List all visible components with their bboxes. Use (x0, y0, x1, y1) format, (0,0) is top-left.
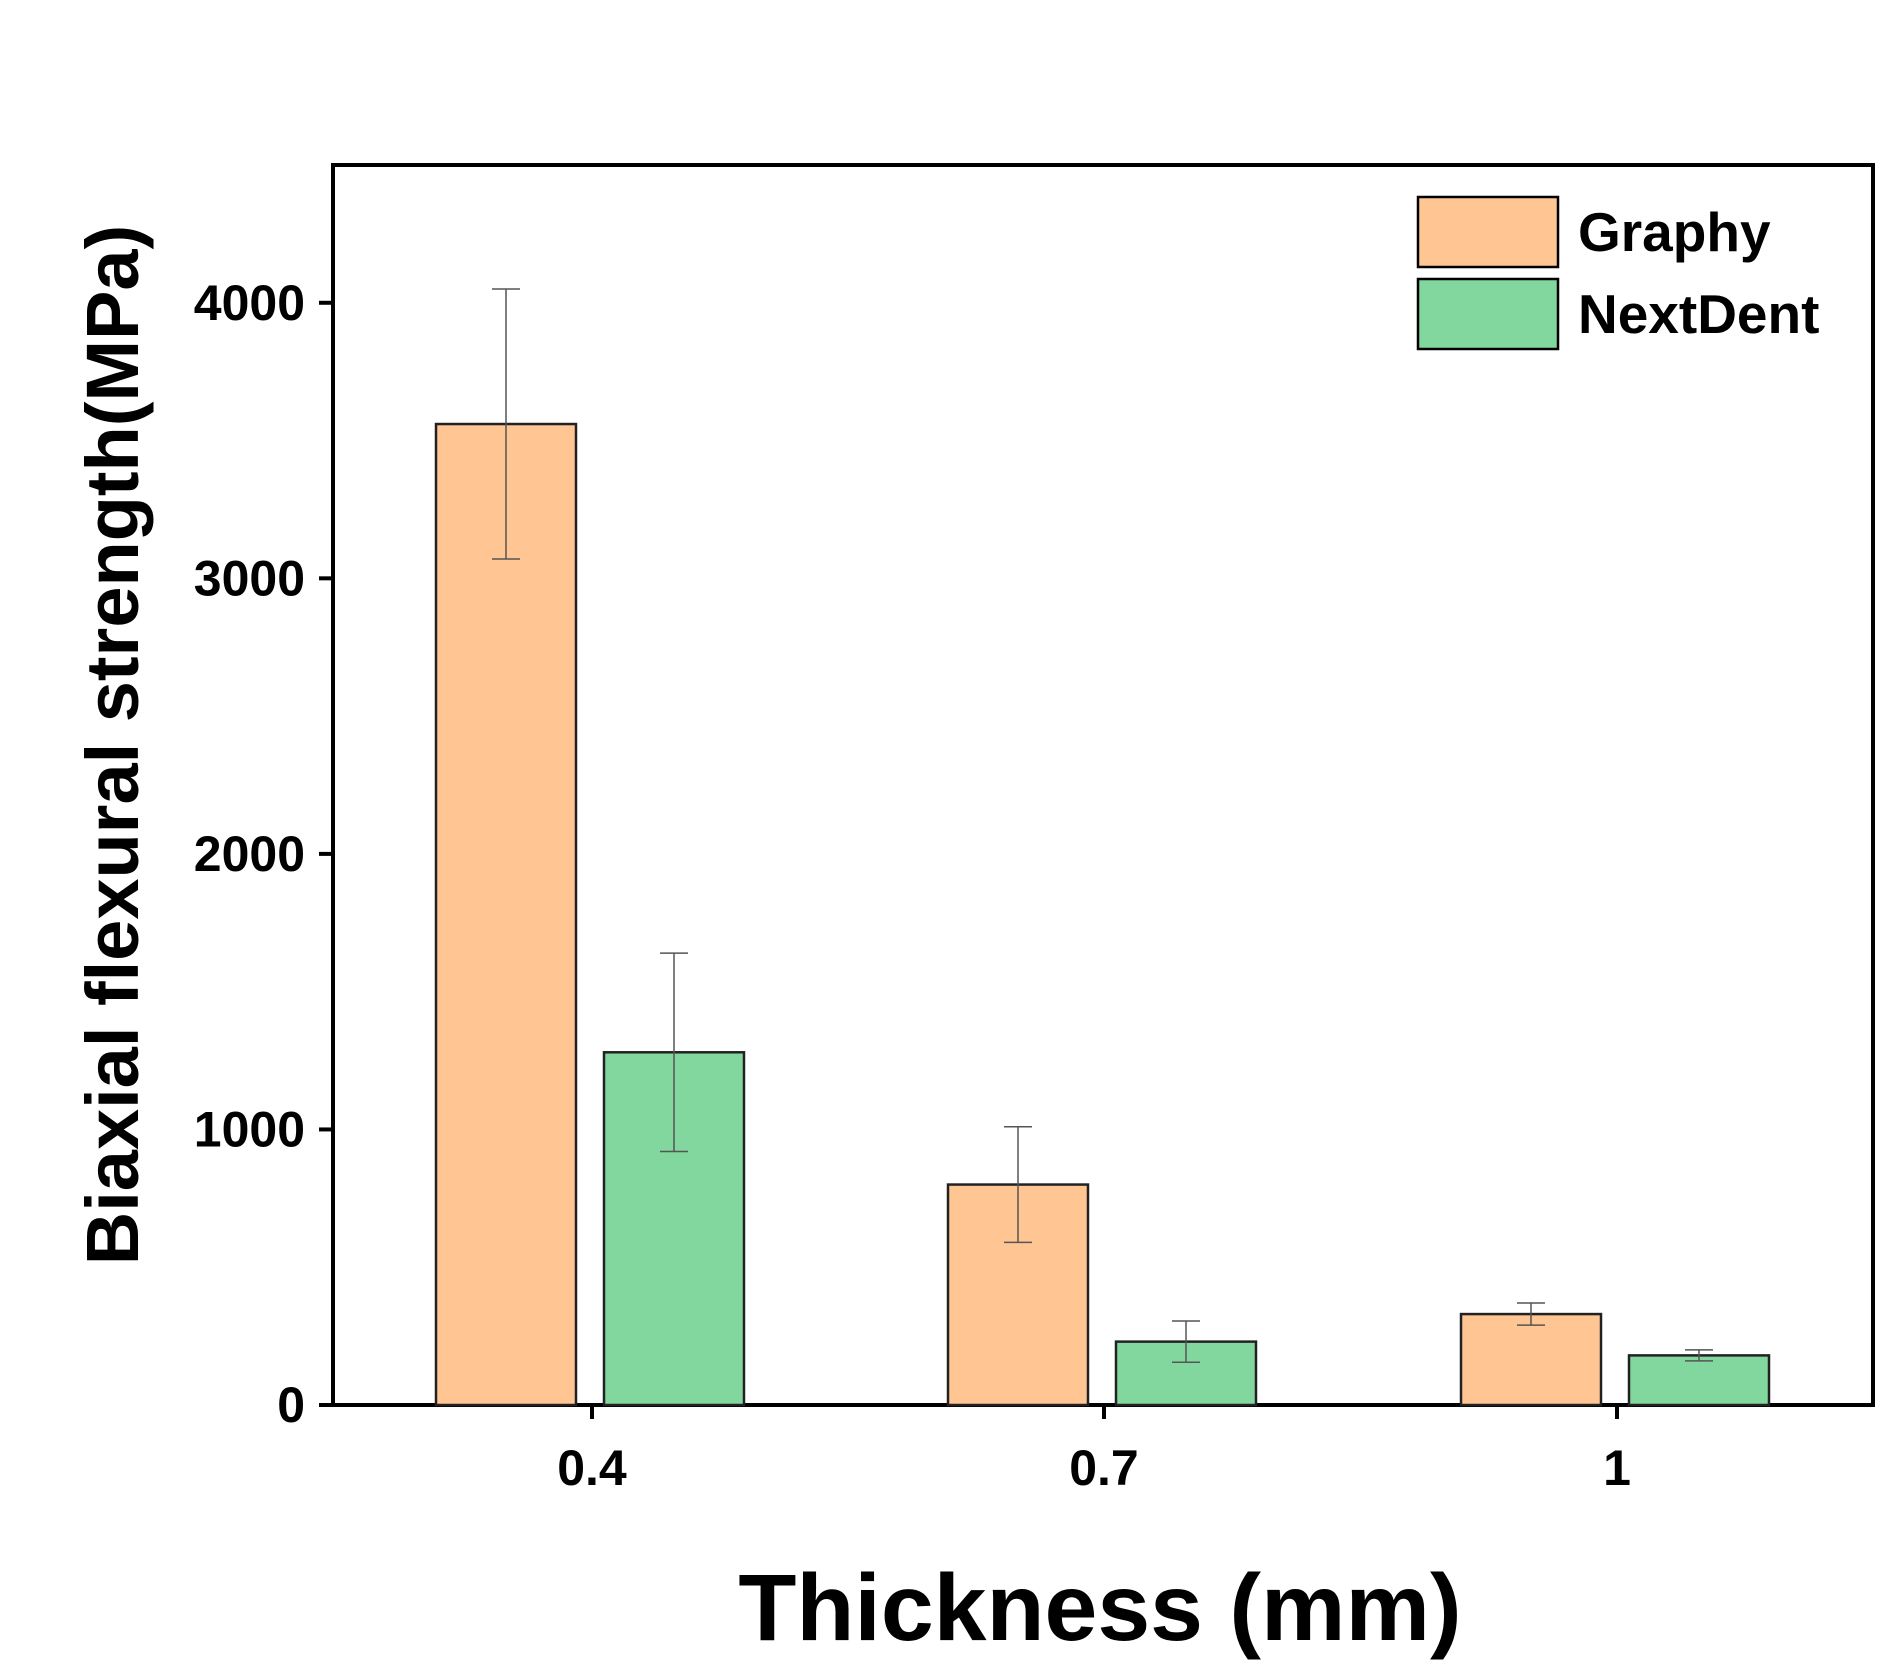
error-bar-graphy-1 (1517, 1302, 1545, 1326)
error-bar-graphy-0_4 (492, 288, 520, 560)
x-tick-label-1: 1 (1603, 1440, 1631, 1496)
y-tick-label-4000: 4000 (194, 275, 305, 331)
y-axis-title: Biaxial flexural strength(MPa) (71, 225, 154, 1265)
error-bar-nextdent-1 (1685, 1349, 1713, 1362)
y-tick-label-2000: 2000 (194, 826, 305, 882)
bar-nextdent-1 (1627, 1354, 1771, 1407)
legend-label-graphy: Graphy (1578, 201, 1771, 263)
x-tick-label-0_7: 0.7 (1069, 1440, 1139, 1496)
legend-swatch-nextdent (1416, 277, 1560, 351)
error-bar-graphy-0_7 (1004, 1125, 1032, 1244)
axes-layer: 0 1000 2000 3000 4000 0.4 0.7 1 (194, 275, 1631, 1496)
legend-swatch-graphy (1416, 195, 1560, 269)
y-tick-label-1000: 1000 (194, 1101, 305, 1157)
legend-label-nextdent: NextDent (1578, 283, 1819, 345)
x-axis-title: Thickness (mm) (738, 1555, 1461, 1661)
legend: Graphy NextDent (1416, 195, 1819, 351)
error-bars-layer (492, 288, 1713, 1364)
y-tick-label-0: 0 (277, 1377, 305, 1433)
x-tick-label-0_4: 0.4 (557, 1440, 627, 1496)
bar-graphy-0_4 (434, 422, 578, 1407)
error-bar-nextdent-0_7 (1172, 1320, 1200, 1364)
y-tick-label-3000: 3000 (194, 550, 305, 606)
error-bar-nextdent-0_4 (660, 952, 688, 1153)
bar-graphy-1 (1459, 1312, 1603, 1407)
